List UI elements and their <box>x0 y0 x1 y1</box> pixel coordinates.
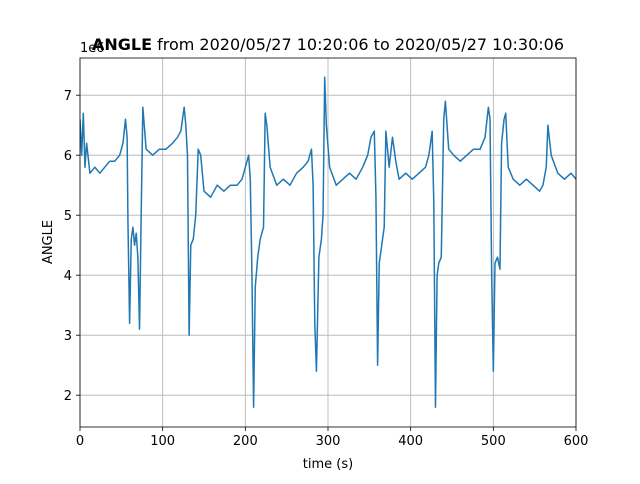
y-tick-label: 2 <box>64 389 72 404</box>
x-axis-label: time (s) <box>303 457 353 472</box>
x-tick-label: 100 <box>150 434 175 449</box>
y-tick-label: 7 <box>64 89 72 104</box>
x-tick-label: 0 <box>76 434 84 449</box>
x-tick-label: 200 <box>233 434 258 449</box>
y-axis-label: ANGLE <box>41 220 56 264</box>
chart-title-group: ANGLE from 2020/05/27 10:20:06 to 2020/0… <box>92 35 564 54</box>
chart-subtitle: from 2020/05/27 10:20:06 to 2020/05/27 1… <box>157 35 564 54</box>
x-tick-label: 600 <box>564 434 589 449</box>
chart-title: ANGLE <box>92 35 152 54</box>
x-tick-label: 500 <box>481 434 506 449</box>
y-tick-label: 6 <box>64 149 72 164</box>
x-tick-label: 300 <box>316 434 341 449</box>
y-tick-label: 4 <box>64 269 72 284</box>
y-offset-label: 1e6 <box>80 41 105 56</box>
y-tick-label: 5 <box>64 209 72 224</box>
x-tick-label: 400 <box>398 434 423 449</box>
y-tick-label: 3 <box>64 329 72 344</box>
plot-frame <box>79 57 577 428</box>
series-line <box>80 76 576 408</box>
